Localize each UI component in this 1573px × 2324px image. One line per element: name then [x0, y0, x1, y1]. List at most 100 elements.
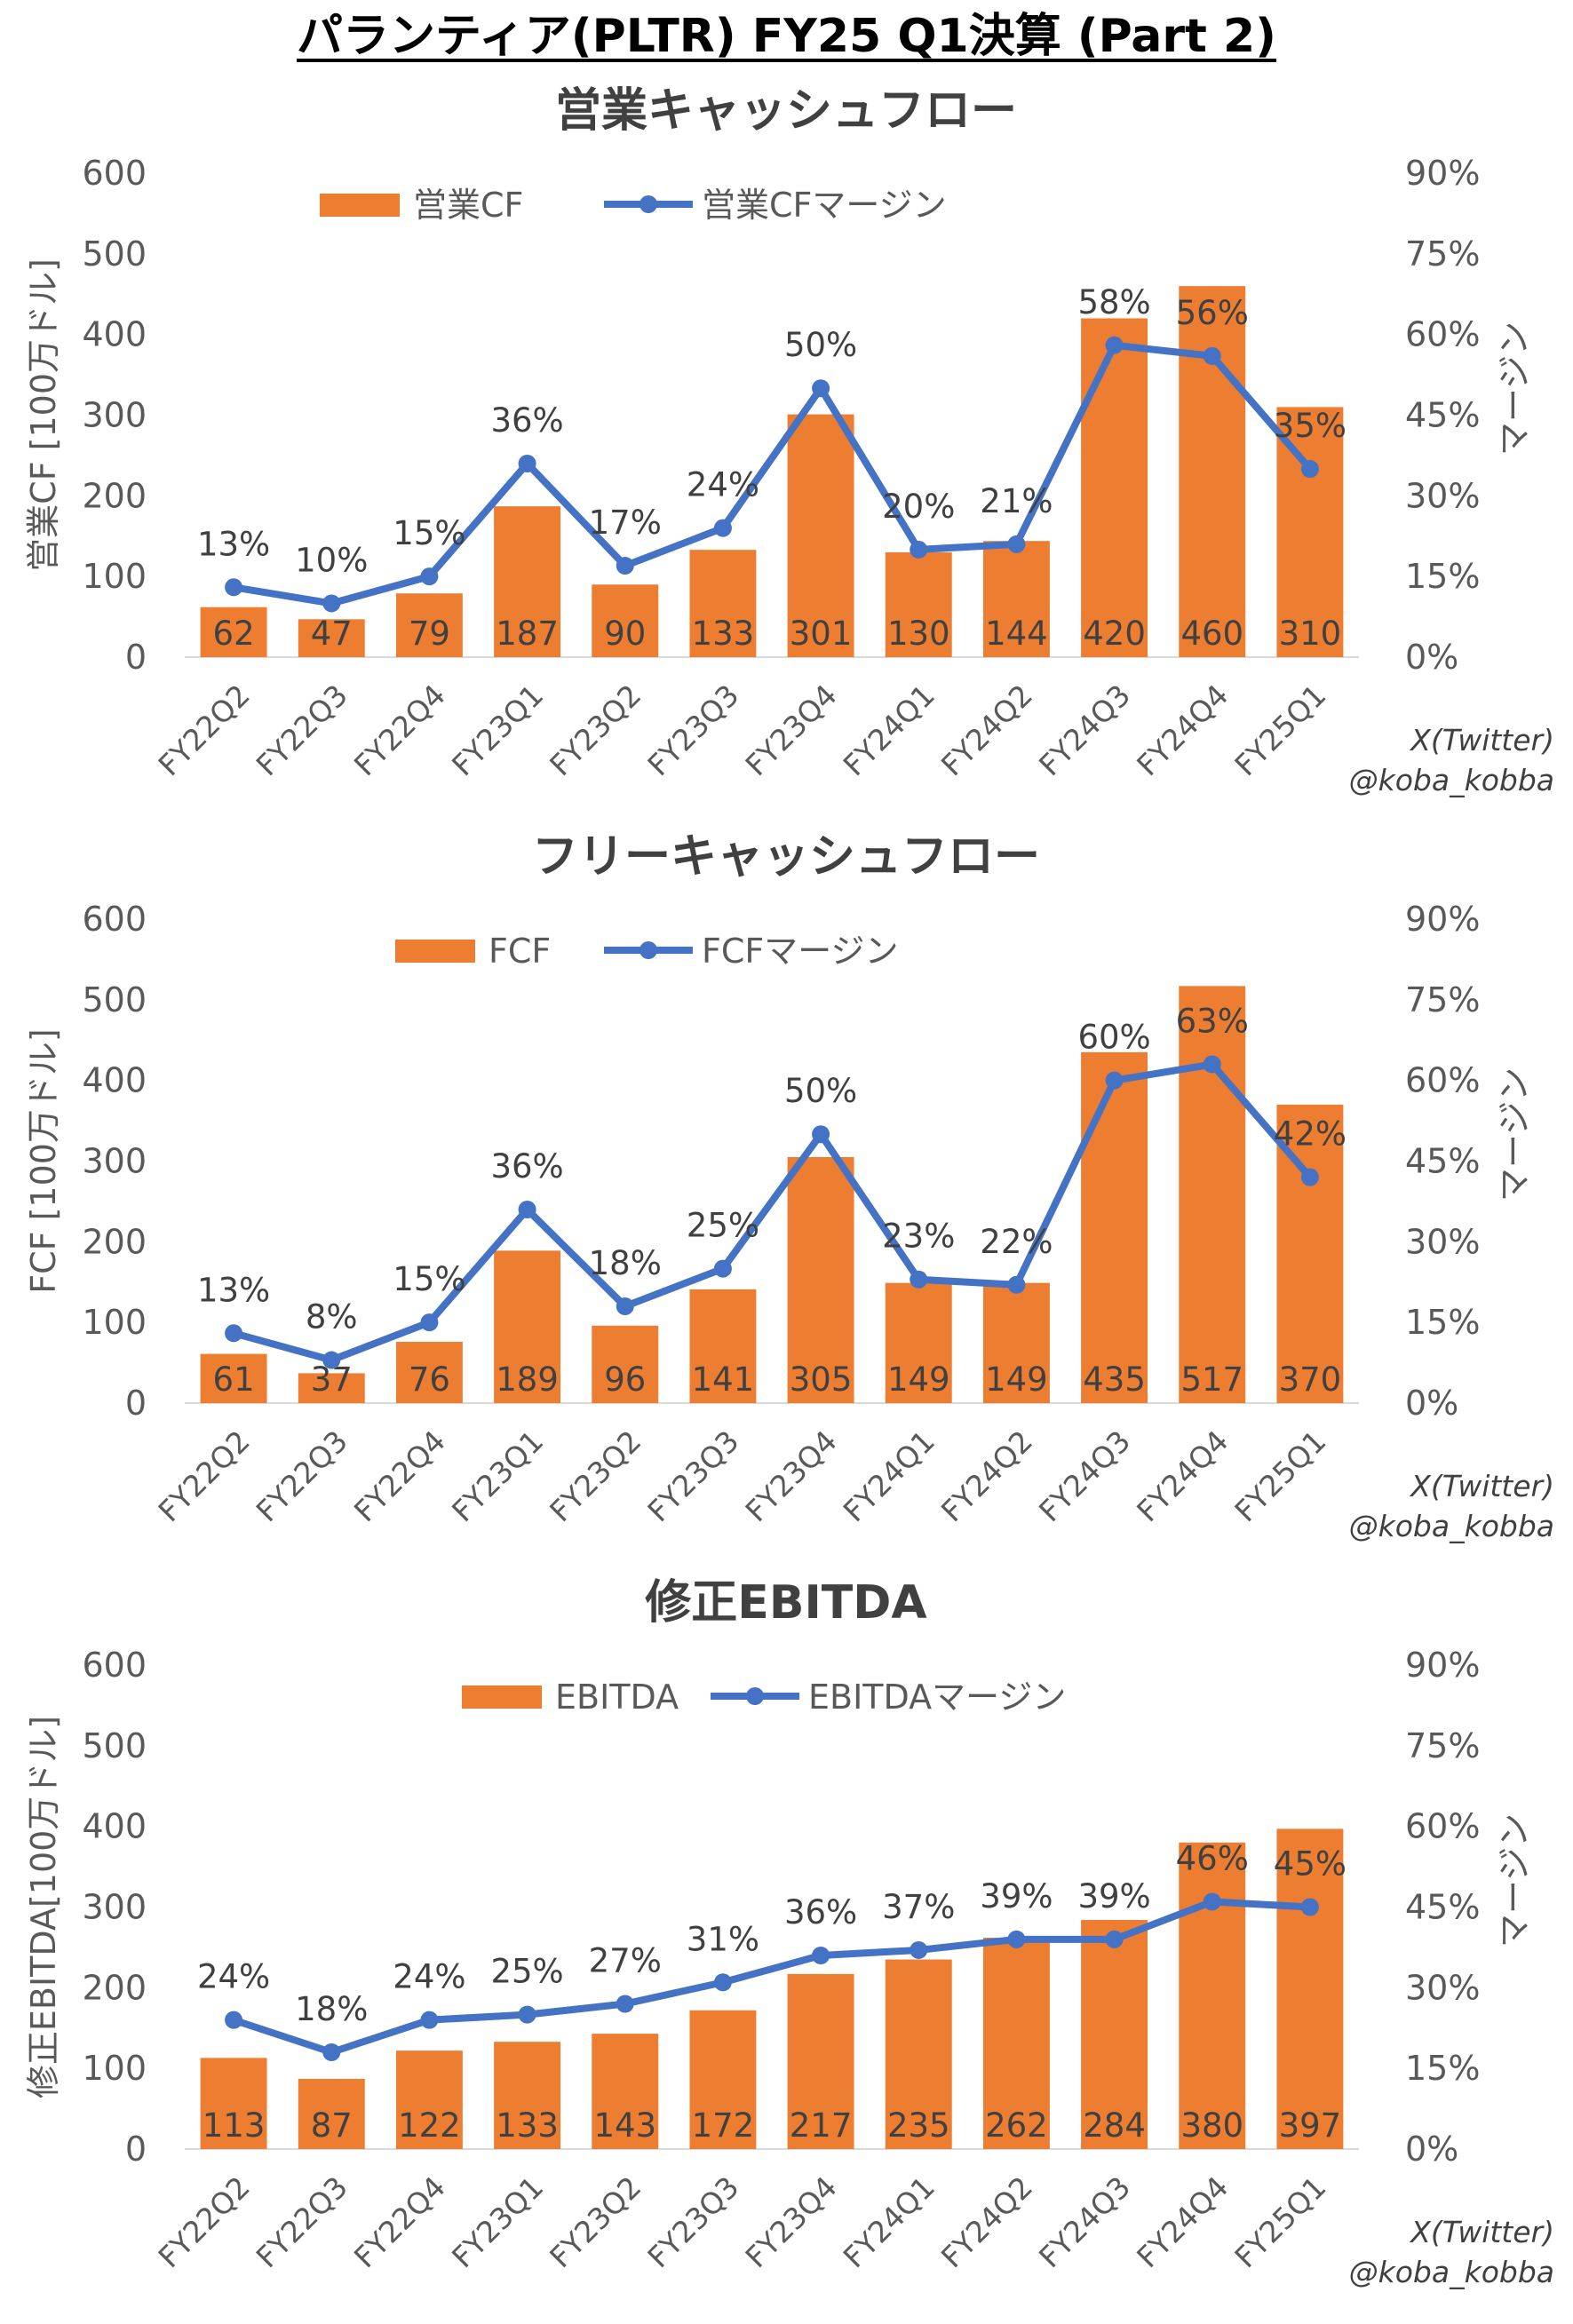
y-tick-label: 300 [82, 1888, 147, 1927]
y-tick-label: 0 [125, 638, 147, 677]
y2-tick-label: 90% [1405, 154, 1480, 193]
bar [395, 593, 463, 657]
legend-line-marker [640, 195, 657, 213]
y-tick-label: 100 [82, 557, 147, 596]
margin-point [225, 1324, 243, 1343]
margin-point [518, 2005, 536, 2024]
margin-point [225, 578, 243, 597]
legend-bar-label: EBITDA [555, 1678, 679, 1717]
x-tick-label: FY22Q2 [152, 678, 257, 782]
bar-value-label: 517 [1180, 1360, 1243, 1399]
margin-point [812, 379, 830, 398]
x-tick-label: FY25Q1 [1227, 1424, 1332, 1528]
margin-point [322, 594, 341, 613]
x-tick-label: FY24Q4 [1130, 678, 1235, 782]
legend-bar-label: FCF [489, 932, 551, 971]
margin-label: 17% [589, 504, 662, 542]
bar [982, 1282, 1050, 1403]
bar-value-label: 113 [203, 2106, 266, 2145]
bar-value-label: 460 [1180, 615, 1243, 653]
margin-label: 46% [1176, 1839, 1249, 1877]
bar-value-label: 133 [692, 615, 755, 653]
x-tick-label: FY24Q3 [1032, 678, 1137, 782]
x-tick-label: FY24Q4 [1130, 2169, 1235, 2274]
x-tick-label: FY23Q1 [445, 2169, 550, 2274]
margin-label: 50% [784, 326, 857, 364]
margin-point [420, 2011, 439, 2029]
chart-title: 修正EBITDA [645, 1576, 926, 1630]
bar [1179, 286, 1246, 657]
margin-label: 36% [490, 1147, 563, 1186]
margin-point [910, 1940, 928, 1959]
y-tick-label: 600 [82, 154, 147, 193]
margin-label: 24% [197, 1958, 270, 1996]
legend-line-label: EBITDAマージン [808, 1678, 1066, 1717]
bar-value-label: 144 [985, 615, 1048, 653]
margin-point [1105, 336, 1124, 354]
margin-label: 10% [295, 541, 368, 579]
x-tick-label: FY23Q3 [640, 2169, 745, 2274]
legend-bar-label: 営業CF [413, 186, 523, 225]
credit-line-2: @koba_kobba [1349, 1509, 1554, 1543]
y-tick-label: 200 [82, 1222, 147, 1261]
page-title-text: パランティア(PLTR) FY25 Q1決算 (Part 2) [297, 10, 1276, 63]
margin-label: 36% [490, 401, 563, 440]
margin-label: 22% [980, 1223, 1053, 1261]
margin-point [1007, 535, 1026, 553]
bar-value-label: 189 [496, 1360, 559, 1399]
credit-line-1: X(Twitter) [1409, 723, 1554, 757]
y2-tick-label: 0% [1405, 1384, 1458, 1423]
margin-point [518, 1201, 536, 1218]
margin-line [233, 1060, 1313, 1364]
y2-tick-label: 15% [1405, 1303, 1480, 1342]
bar [298, 2078, 365, 2149]
bar [689, 1289, 757, 1403]
free-cf-chart: フリーキャッシュフロー 0 100 200 300 400 500 600 0% 15% 30% 45… [24, 830, 1554, 1543]
x-tick-label: FY23Q2 [543, 1424, 647, 1528]
margin-point [1203, 1055, 1221, 1074]
margin-point [1007, 1930, 1026, 1948]
bar [494, 1250, 561, 1403]
bar [200, 607, 267, 657]
margin-line [232, 1898, 1311, 2056]
bar [787, 1973, 854, 2149]
bar [395, 1341, 463, 1403]
y-tick-label: 500 [82, 1726, 147, 1765]
legend-line-marker [640, 941, 657, 959]
margin-label: 13% [197, 525, 270, 563]
bar-value-label: 143 [593, 2106, 656, 2145]
margin-line [233, 341, 1313, 607]
margin-point [1300, 460, 1319, 479]
margin-point [420, 1313, 439, 1332]
margin-point [420, 567, 439, 586]
y2-tick-label: 90% [1405, 1646, 1480, 1685]
y2-tick-label: 75% [1405, 980, 1480, 1019]
margin-point [1300, 1168, 1319, 1186]
margin-point [1105, 1071, 1124, 1090]
bar [885, 1959, 952, 2149]
margin-label: 20% [882, 488, 955, 526]
margin-label: 25% [687, 1207, 759, 1245]
margin-point [322, 2043, 341, 2061]
bar [982, 1938, 1050, 2149]
y2-tick-label: 30% [1405, 1222, 1480, 1261]
x-tick-label: FY22Q3 [250, 2169, 354, 2274]
y-tick-label: 500 [82, 234, 147, 274]
legend-bar-swatch [320, 194, 400, 217]
y2-tick-label: 30% [1405, 1968, 1480, 2007]
bar [1081, 1920, 1148, 2149]
bar-value-label: 172 [692, 2106, 755, 2145]
bar [1081, 1051, 1148, 1403]
bar-value-label: 420 [1083, 615, 1146, 653]
margin-label: 31% [687, 1920, 759, 1958]
bar [298, 619, 365, 657]
credit-line-1: X(Twitter) [1409, 1469, 1554, 1503]
margin-point [910, 1270, 928, 1289]
x-tick-label: FY22Q4 [347, 2169, 452, 2274]
x-tick-label: FY24Q1 [837, 1424, 941, 1528]
bar [200, 1353, 267, 1403]
y2-axis-title: マージン [1495, 321, 1534, 456]
x-tick-label: FY22Q2 [152, 1424, 257, 1528]
margin-point [1300, 1898, 1319, 1916]
x-tick-label: FY25Q1 [1227, 678, 1332, 782]
